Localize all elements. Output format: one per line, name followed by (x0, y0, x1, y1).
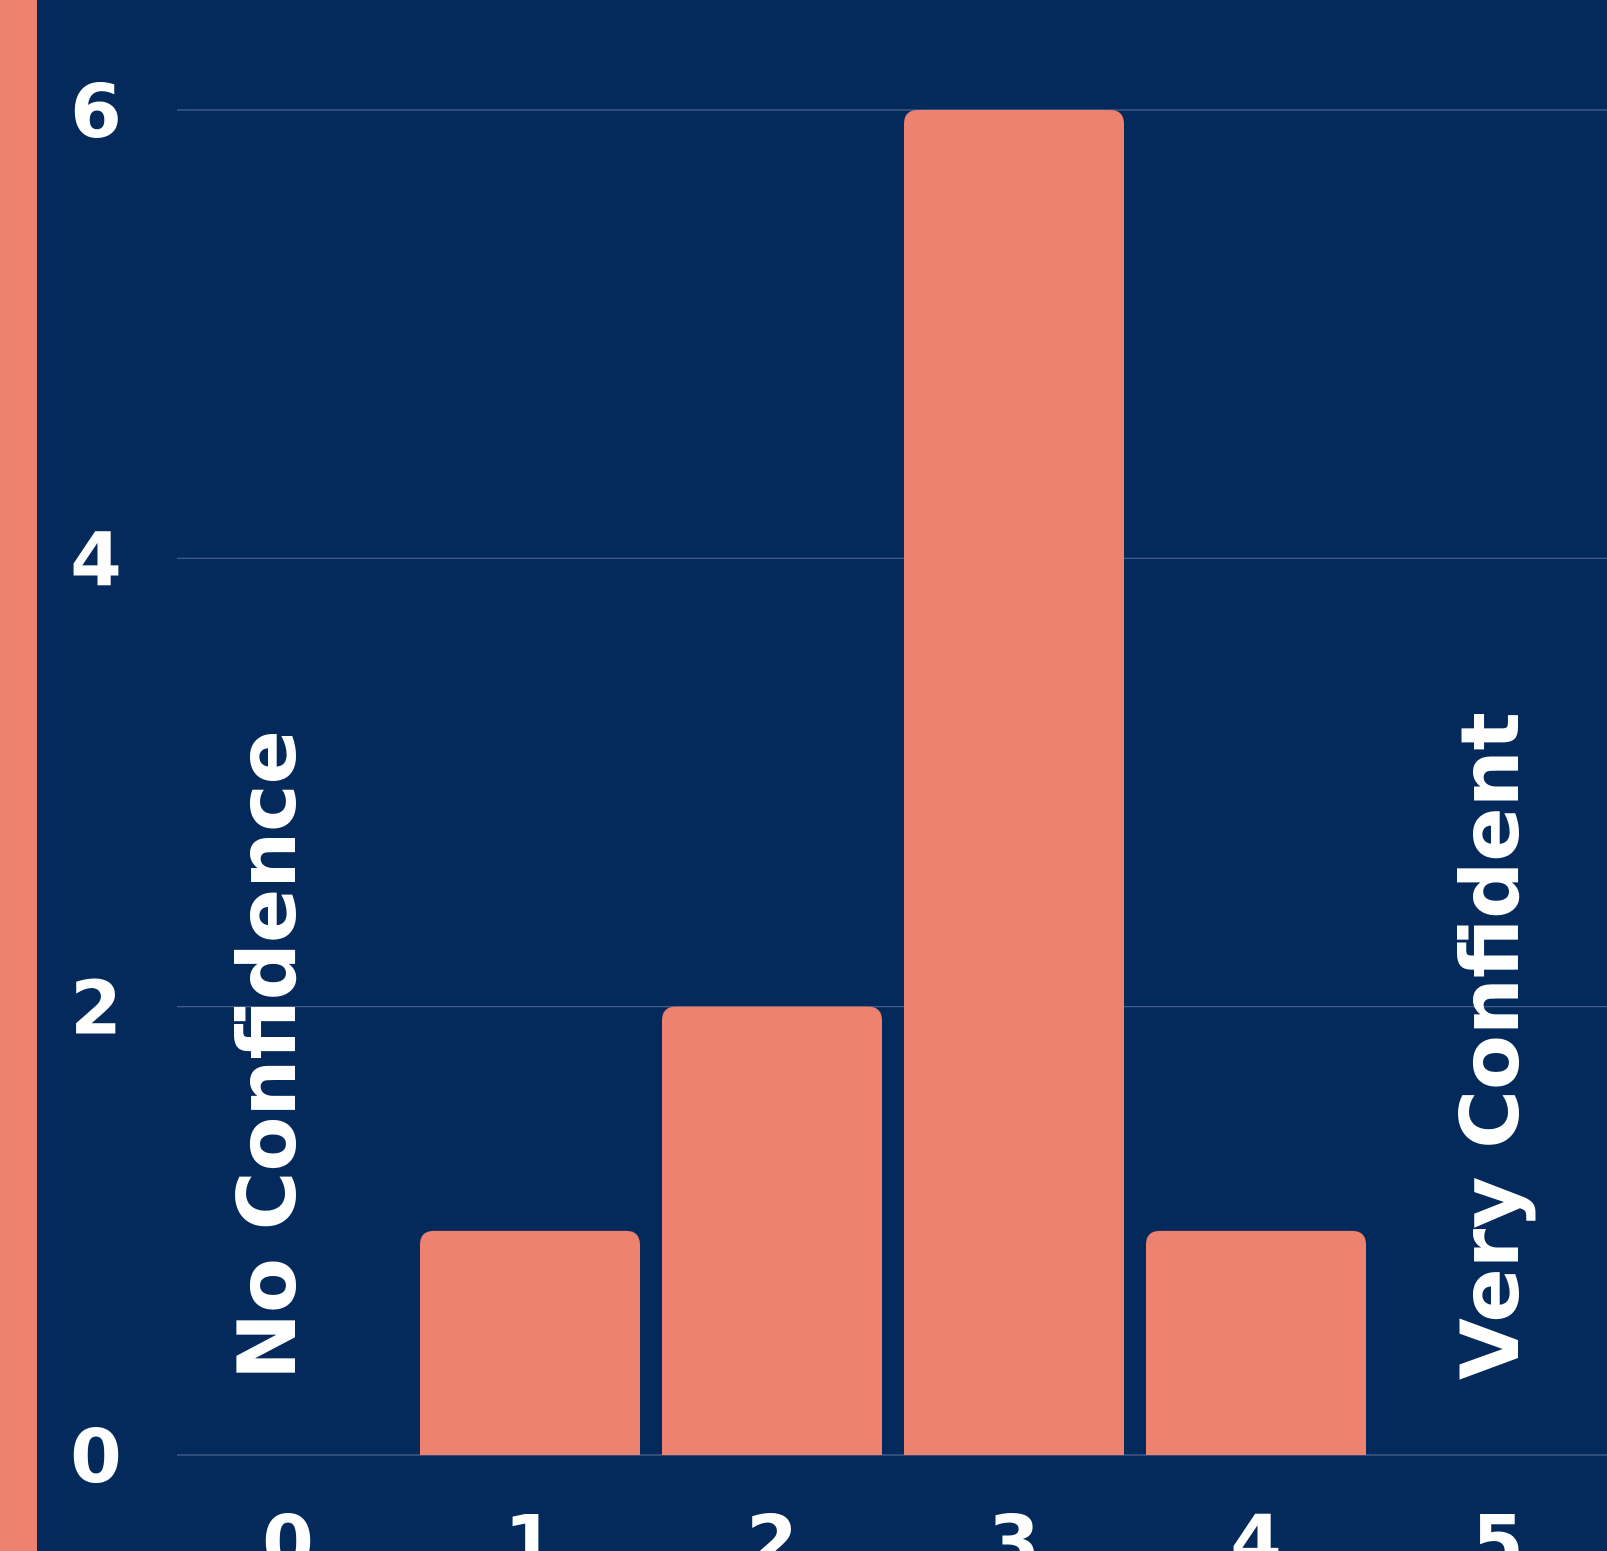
grid-lines (177, 109, 1607, 1456)
bar-2 (662, 1006, 882, 1455)
y-tick-label: 0 (70, 1414, 122, 1500)
bar-4 (1146, 1230, 1366, 1455)
y-tick-label: 6 (70, 69, 122, 155)
x-tick-label: 1 (504, 1500, 556, 1551)
y-tick-label: 2 (70, 966, 122, 1052)
bar-3 (904, 110, 1124, 1455)
x-axis-ticks: 0 1 2 3 4 5 (262, 1500, 1524, 1551)
y-axis-ticks: 0 2 4 6 (70, 69, 122, 1500)
y-tick-label: 4 (70, 517, 122, 603)
x-tick-label: 4 (1230, 1500, 1282, 1551)
bar-1 (420, 1230, 640, 1455)
left-accent-strip (0, 0, 37, 1551)
x-tick-label: 2 (746, 1500, 798, 1551)
no-confidence-annotation: No Confidence (221, 730, 314, 1380)
x-tick-label: 5 (1472, 1500, 1524, 1551)
x-tick-label: 0 (262, 1500, 314, 1551)
bars (420, 110, 1366, 1455)
very-confident-annotation: Very Confident (1444, 712, 1537, 1380)
x-tick-label: 3 (988, 1500, 1040, 1551)
